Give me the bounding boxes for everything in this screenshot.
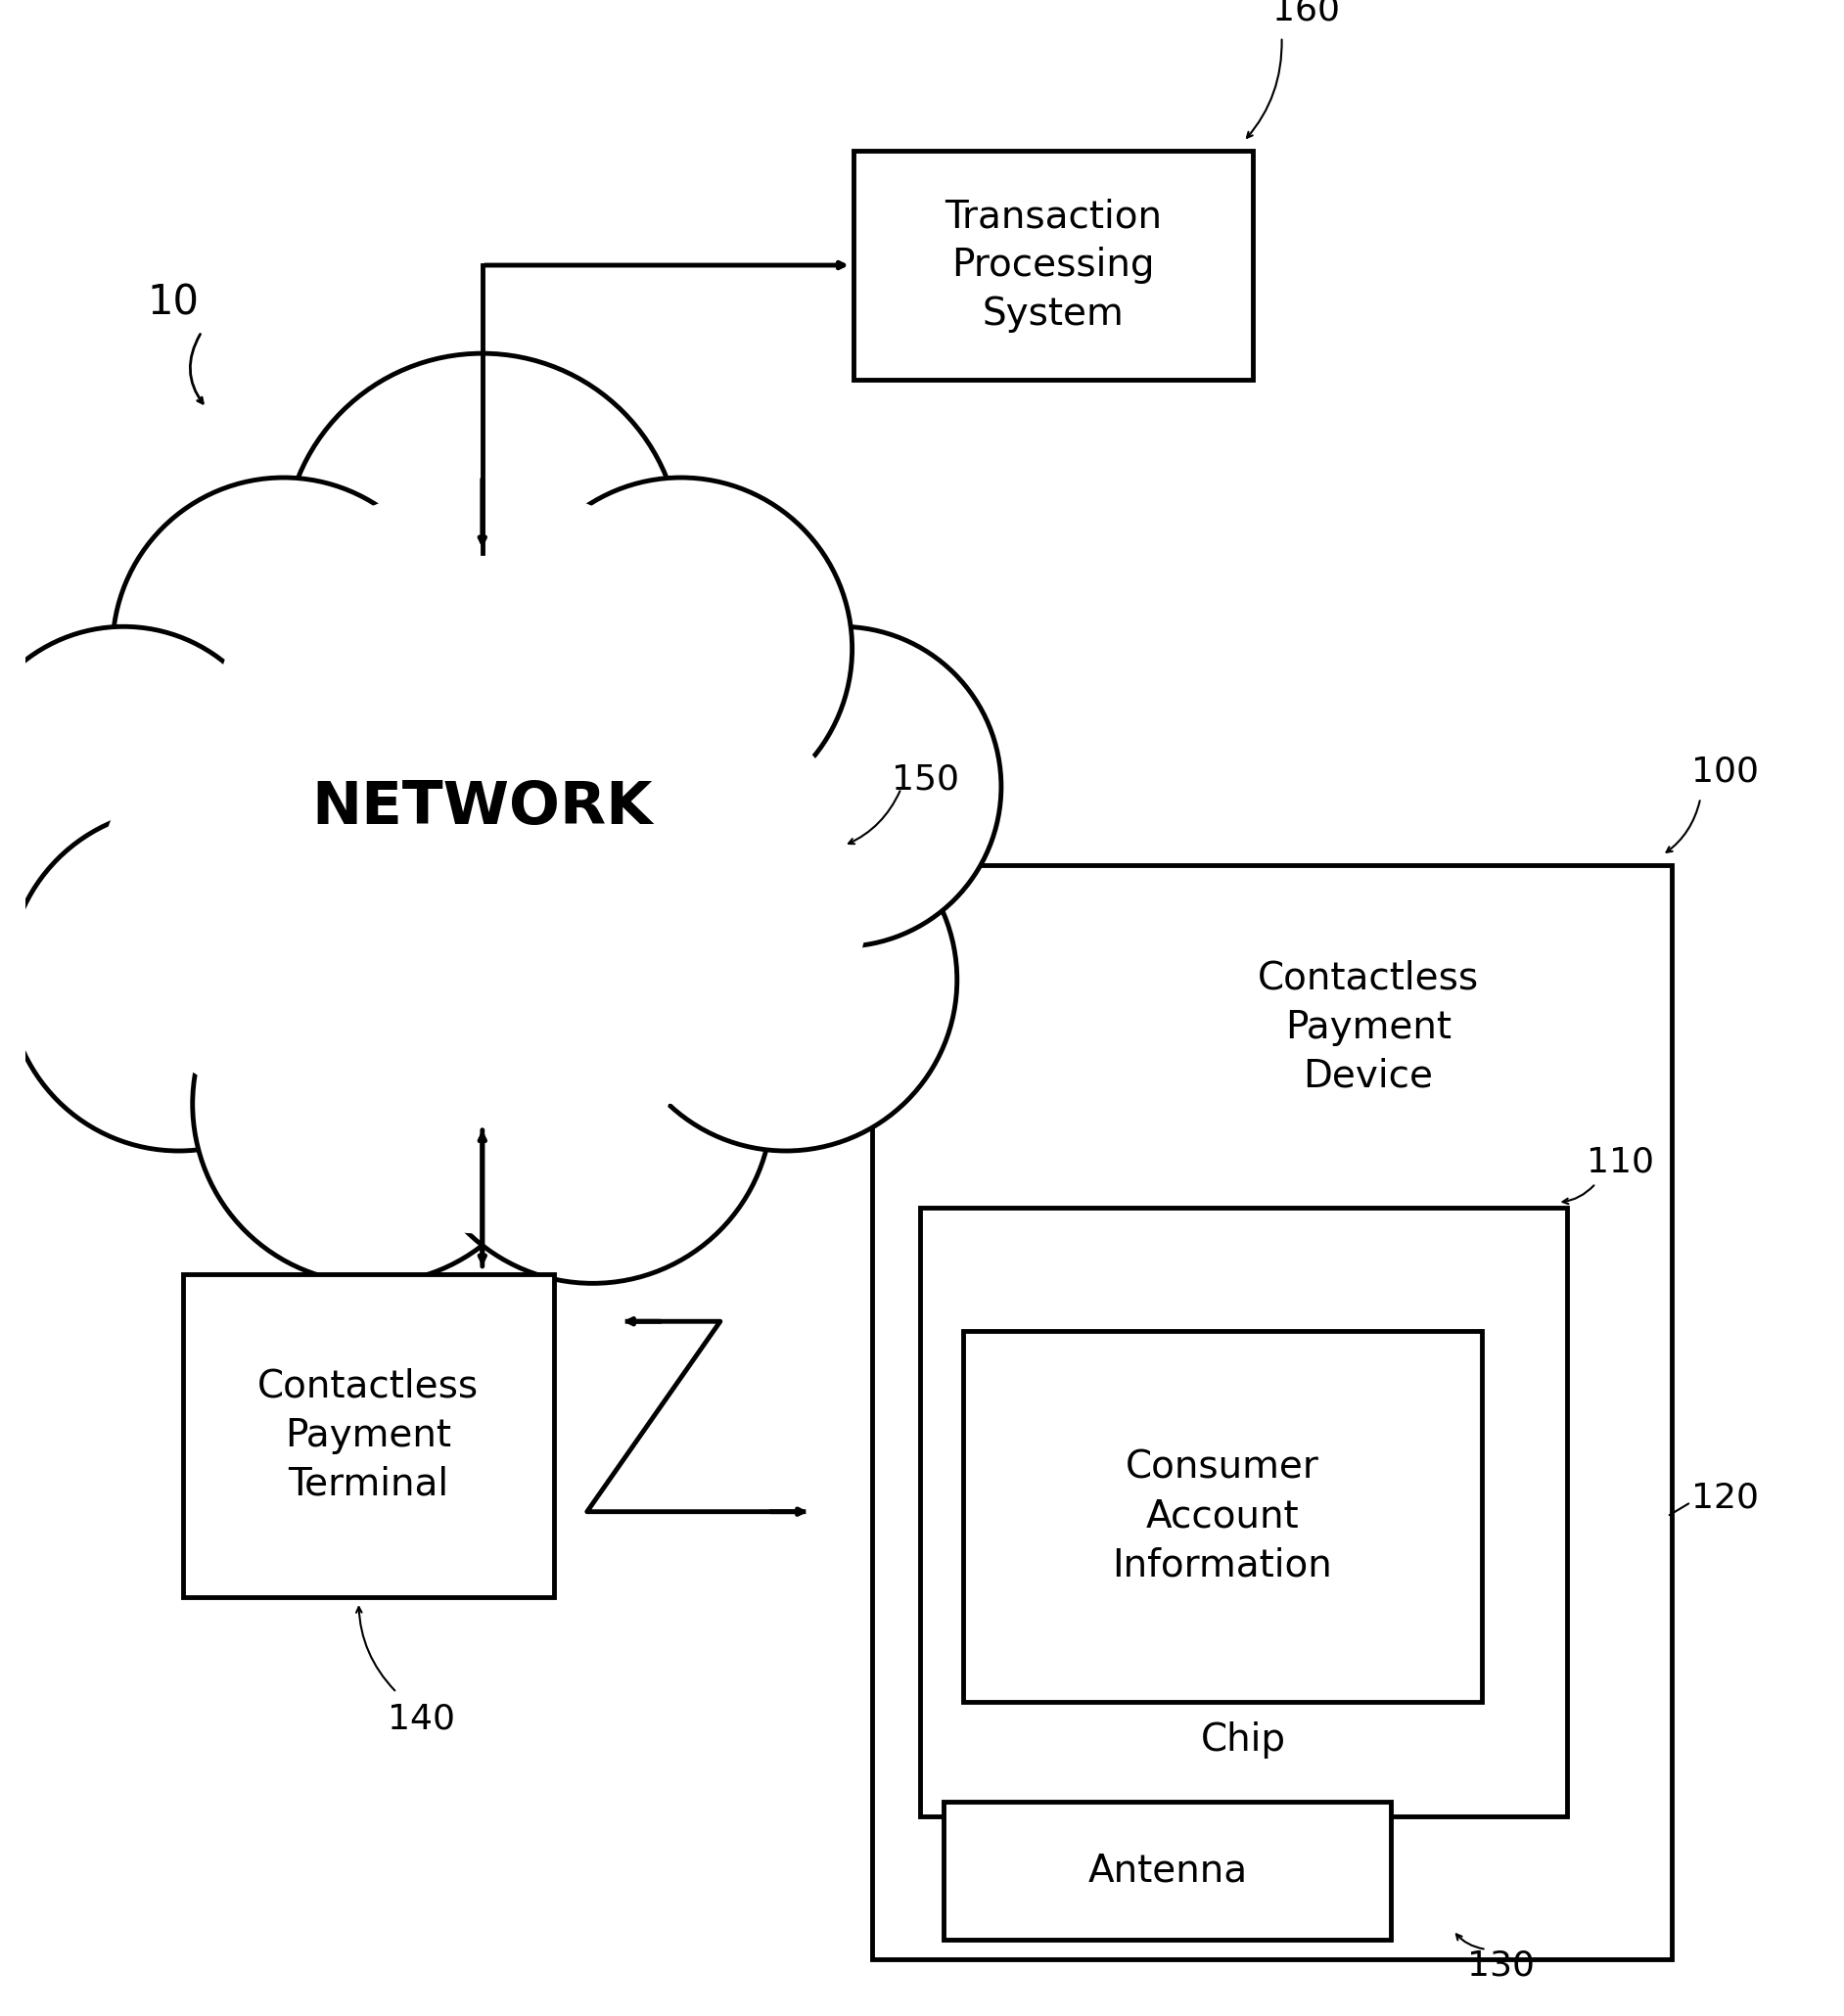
FancyBboxPatch shape [920,1208,1567,1816]
Circle shape [680,627,1001,948]
Text: 120: 120 [1691,1482,1759,1514]
Text: Consumer
Account
Information: Consumer Account Information [1112,1450,1331,1585]
Text: 10: 10 [148,282,199,325]
Circle shape [112,478,455,821]
Circle shape [284,837,680,1234]
Text: 130: 130 [1468,1949,1534,1982]
FancyBboxPatch shape [944,1802,1390,1939]
Circle shape [7,808,350,1151]
Text: Contactless
Payment
Device: Contactless Payment Device [1258,960,1479,1095]
Text: 110: 110 [1586,1145,1654,1179]
FancyBboxPatch shape [963,1331,1481,1702]
Text: Chip: Chip [1200,1722,1287,1760]
Text: 100: 100 [1691,756,1759,788]
Circle shape [614,808,957,1151]
Circle shape [511,478,852,821]
Circle shape [207,484,758,1034]
Text: NETWORK: NETWORK [312,778,653,837]
FancyBboxPatch shape [854,151,1254,379]
Circle shape [96,689,511,1105]
Circle shape [0,627,284,948]
Circle shape [455,689,869,1105]
Text: 150: 150 [891,762,959,796]
Text: 160: 160 [1272,0,1341,28]
FancyBboxPatch shape [183,1274,553,1597]
Text: 140: 140 [387,1702,455,1736]
Text: Antenna: Antenna [1088,1853,1247,1889]
Circle shape [192,925,551,1284]
FancyBboxPatch shape [872,865,1673,1960]
Text: Transaction
Processing
System: Transaction Processing System [944,198,1162,333]
Circle shape [413,925,773,1284]
Text: Contactless
Payment
Terminal: Contactless Payment Terminal [258,1369,479,1504]
Circle shape [284,353,680,750]
